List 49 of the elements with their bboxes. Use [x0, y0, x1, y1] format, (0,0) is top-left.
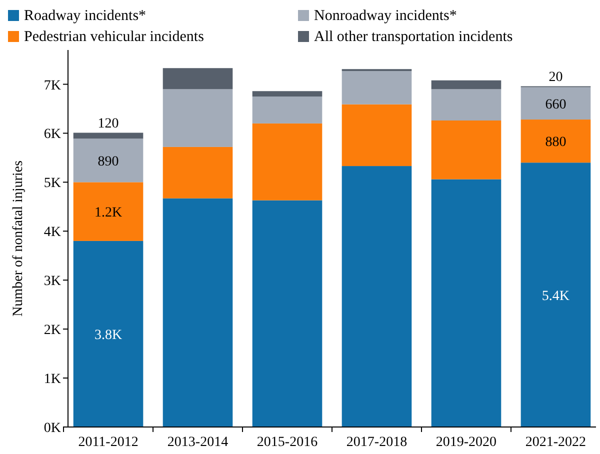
bar: [252, 96, 322, 124]
bar: [342, 166, 412, 427]
y-tick-label: 6K: [44, 127, 61, 142]
bar: [252, 91, 322, 97]
data-label: 5.4K: [542, 288, 570, 304]
x-tick-label: 2015-2016: [256, 435, 318, 450]
data-label: 120: [98, 116, 119, 132]
legend-label: Pedestrian vehicular incidents: [24, 29, 204, 45]
y-tick-label: 4K: [44, 225, 61, 240]
bar: [431, 120, 502, 180]
data-label: 3.8K: [94, 328, 122, 343]
bar: [252, 200, 322, 427]
bar: [431, 89, 502, 121]
bar: [342, 104, 412, 166]
data-label: 890: [98, 154, 119, 170]
bar: [520, 162, 591, 427]
bar: [162, 89, 233, 147]
legend-label: Roadway incidents*: [24, 8, 146, 24]
bar: [162, 146, 233, 198]
data-label: 20: [548, 70, 563, 86]
y-tick-label: 7K: [44, 78, 61, 94]
data-label: 660: [545, 97, 566, 112]
y-axis-title: Number of nonfatal injuries: [11, 160, 26, 316]
bar: [162, 198, 233, 427]
y-tick-label: 1K: [44, 372, 61, 388]
legend-label: Nonroadway incidents*: [314, 8, 457, 24]
bar: [252, 123, 322, 200]
bar: [73, 138, 144, 182]
bar: [431, 179, 502, 427]
y-tick-label: 3K: [44, 274, 61, 290]
bar: [431, 80, 502, 90]
bar: [342, 71, 412, 104]
bar: [520, 120, 591, 163]
data-label: 1.2K: [94, 206, 122, 221]
bar: [520, 87, 591, 120]
x-tick-label: 2017-2018: [346, 435, 408, 450]
bar: [73, 182, 144, 241]
x-tick-label: 2021-2022: [525, 435, 586, 450]
bar: [73, 240, 144, 427]
y-tick-label: 0K: [44, 421, 61, 436]
x-tick-label: 2011-2012: [78, 435, 138, 450]
y-tick-label: 5K: [44, 176, 61, 192]
x-tick-label: 2019-2020: [436, 435, 497, 450]
bar: [162, 68, 233, 90]
bar: [73, 132, 144, 139]
y-tick-label: 2K: [44, 323, 61, 338]
legend-label: All other transportation incidents: [314, 29, 513, 45]
x-tick-label: 2013-2014: [167, 435, 228, 450]
data-label: 880: [545, 135, 566, 150]
